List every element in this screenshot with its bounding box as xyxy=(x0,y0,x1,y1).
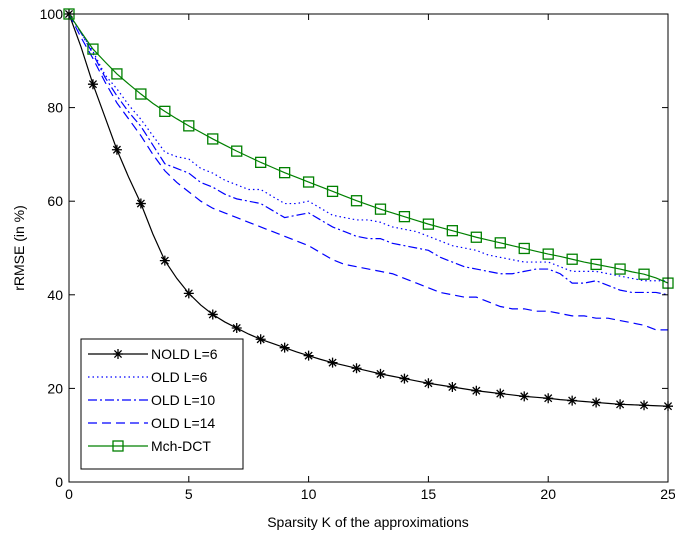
series-1-point xyxy=(591,397,602,408)
series-1-point xyxy=(303,350,314,361)
series-5-point xyxy=(398,210,411,223)
x-tick-label: 10 xyxy=(301,486,317,502)
series-1-point xyxy=(615,399,626,410)
y-tick-label: 40 xyxy=(47,287,63,303)
series-5-point xyxy=(350,195,363,207)
series-1-point xyxy=(159,255,170,266)
series-line-5 xyxy=(68,13,669,284)
axes: 0 5 10 15 20 25 0 20 40 60 80 100 xyxy=(40,6,675,502)
series-5-point xyxy=(87,43,99,55)
series-5-point xyxy=(542,248,554,260)
series-5-point xyxy=(111,68,123,80)
series-1-point xyxy=(351,363,362,374)
series-1-point xyxy=(543,393,554,404)
series-5-point xyxy=(614,263,626,275)
x-tick-label: 5 xyxy=(185,486,193,502)
series-5-point xyxy=(183,120,195,132)
series-1-point xyxy=(279,342,290,353)
series-5-point xyxy=(638,268,650,280)
series-5-point xyxy=(302,176,315,188)
series-5-point xyxy=(590,258,602,271)
y-axis-label: rRMSE (in %) xyxy=(11,205,27,291)
series-5-point xyxy=(207,133,219,145)
series-1-point xyxy=(207,309,218,320)
series-5-point xyxy=(470,231,482,243)
x-tick-label: 15 xyxy=(421,486,437,502)
legend-box xyxy=(80,338,244,470)
y-tick-label: 20 xyxy=(47,380,63,396)
series-1-point xyxy=(423,378,434,389)
series-5-point xyxy=(422,218,435,230)
x-tick-label: 0 xyxy=(65,486,73,502)
series-1-point xyxy=(327,357,338,368)
series-1-point xyxy=(255,334,266,345)
series-1-point xyxy=(135,198,146,209)
series-5-point xyxy=(135,88,147,100)
series-1-point xyxy=(399,373,410,384)
legend: NOLD L=6 OLD L=6 OLD L=10 OLD L=14 Mch-DCT xyxy=(80,338,244,470)
series-5-point xyxy=(159,105,171,117)
y-tick-label: 80 xyxy=(47,100,63,116)
series-1-point xyxy=(231,323,242,334)
series-1-point xyxy=(183,288,194,299)
legend-label-5: Mch-DCT xyxy=(151,438,211,454)
series-1-point xyxy=(471,385,482,396)
series-5-point xyxy=(278,167,291,179)
series-5-point xyxy=(374,203,387,215)
series-1-point xyxy=(519,391,530,402)
series-1-point xyxy=(495,388,506,399)
series-line-3 xyxy=(68,13,669,296)
series-5-point xyxy=(494,237,506,249)
x-axis-label: Sparsity K of the approximations xyxy=(267,514,469,530)
legend-label-2: OLD L=6 xyxy=(151,369,208,385)
series-line-4 xyxy=(68,13,668,331)
series-1-point xyxy=(447,381,458,392)
series-5-point xyxy=(446,225,459,237)
legend-label-1: NOLD L=6 xyxy=(151,346,218,362)
legend-label-4: OLD L=14 xyxy=(151,415,215,431)
series-5-point xyxy=(255,156,267,169)
y-tick-label: 100 xyxy=(40,6,64,22)
series-1-point xyxy=(639,400,650,411)
y-tick-label: 0 xyxy=(55,474,63,490)
x-tick-label: 20 xyxy=(540,486,556,502)
series-5-point xyxy=(231,145,243,157)
series-5-point xyxy=(326,185,339,198)
y-tick-label: 60 xyxy=(47,193,63,209)
series-1-point xyxy=(111,144,122,155)
x-tick-label: 25 xyxy=(660,486,675,502)
legend-marker-5 xyxy=(112,440,124,452)
legend-marker-1 xyxy=(113,349,123,359)
series-1-point xyxy=(567,395,578,406)
legend-label-3: OLD L=10 xyxy=(151,392,215,408)
axes-frame xyxy=(68,13,669,483)
series-1-point xyxy=(375,368,386,379)
series-5-point xyxy=(518,242,530,255)
series-5-point xyxy=(566,253,578,265)
series-1-point xyxy=(87,79,98,90)
